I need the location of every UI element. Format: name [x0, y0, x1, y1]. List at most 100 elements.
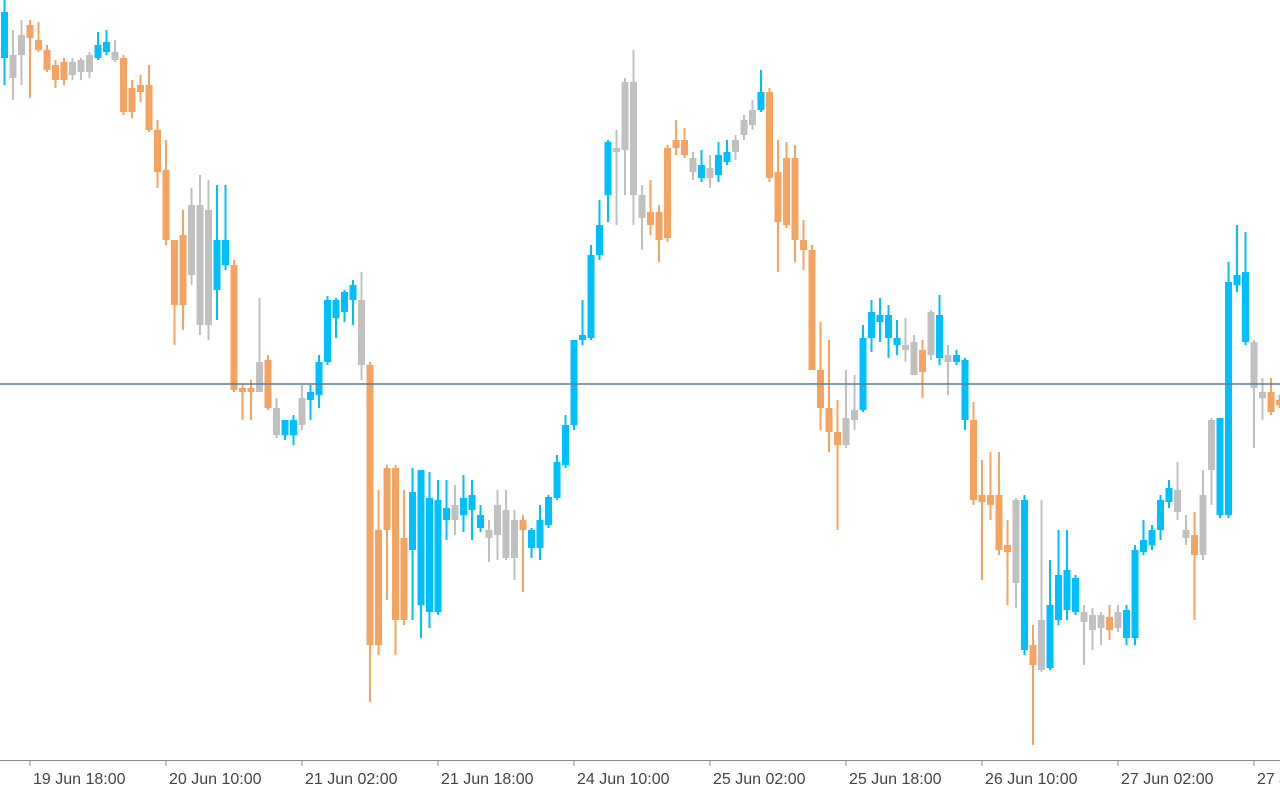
candle-body [162, 170, 170, 240]
candle-body [256, 362, 263, 392]
x-tick-label: 19 Jun 18:00 [33, 771, 126, 788]
candle-body [77, 60, 85, 72]
candle-body [732, 140, 739, 152]
candle-body [1199, 495, 1207, 555]
candle-body [519, 520, 527, 530]
candle-body [638, 195, 646, 218]
candle-body [783, 158, 790, 225]
candle-body [876, 315, 884, 322]
candle-body [698, 165, 705, 178]
candle-body [621, 82, 629, 150]
candle-body [1, 12, 8, 58]
candle-body [1012, 500, 1020, 583]
x-tick-label: 26 Jun 10:00 [985, 771, 1078, 788]
candle-body [485, 530, 493, 538]
x-tick-label: 21 Jun 02:00 [305, 771, 398, 788]
candle-body [1267, 392, 1275, 412]
candle-body [553, 462, 561, 498]
x-tick-label: 20 Jun 10:00 [169, 771, 262, 788]
candle-body [26, 25, 34, 38]
candle-body [1242, 272, 1249, 342]
candle-body [307, 392, 314, 400]
candle-body [647, 212, 654, 225]
candle-body [128, 88, 136, 112]
candle-body [587, 255, 595, 338]
candle-body [706, 168, 714, 178]
candle-body [800, 240, 807, 250]
candle-body [60, 62, 68, 80]
candle-body [1021, 500, 1028, 650]
candle-body [103, 42, 110, 52]
candle-body [443, 508, 450, 520]
candle-body [451, 505, 459, 520]
candle-body [851, 410, 858, 420]
candle-body [400, 538, 408, 620]
candle-body [774, 172, 782, 222]
candle-body [655, 212, 663, 240]
candle-body [613, 148, 620, 152]
candle-body [154, 130, 161, 172]
candle-body [545, 497, 552, 525]
candle-body [52, 65, 59, 80]
candle-body [239, 388, 246, 392]
candle-body [358, 300, 365, 365]
candle-body [1250, 342, 1258, 388]
candle-body [1038, 620, 1045, 670]
x-tick-label: 25 Jun 18:00 [849, 771, 942, 788]
candle-body [111, 52, 119, 60]
candle-body [715, 155, 722, 175]
candle-body [18, 35, 25, 55]
candle-body [137, 85, 144, 92]
candle-body [910, 342, 918, 375]
candle-body [902, 345, 909, 350]
candle-body [1157, 500, 1164, 530]
candle-body [196, 205, 204, 325]
candle-body [1097, 615, 1105, 628]
candle-body [298, 398, 306, 425]
candle-body [630, 82, 637, 195]
candle-body [528, 530, 535, 548]
candle-body [868, 312, 875, 338]
candle-body [604, 142, 612, 195]
candle-body [434, 500, 442, 612]
candle-body [842, 418, 850, 445]
candle-body [817, 370, 824, 408]
candle-body [672, 140, 680, 148]
candle-body [944, 355, 952, 362]
candle-body [1276, 400, 1280, 405]
candle-body [740, 120, 748, 135]
candle-body [1208, 420, 1215, 470]
candle-body [477, 515, 484, 528]
candle-body [1029, 645, 1037, 665]
candle-body [366, 365, 374, 645]
candle-body [681, 140, 688, 155]
candle-body [766, 92, 773, 178]
candle-body [825, 408, 833, 432]
candle-body [502, 510, 510, 558]
candle-body [970, 420, 977, 500]
candle-body [145, 85, 153, 130]
candle-body [919, 350, 926, 372]
candle-body [281, 420, 289, 435]
x-tick-label: 25 Jun 02:00 [713, 771, 806, 788]
candle-body [579, 335, 586, 340]
candle-body [1131, 550, 1139, 638]
candle-body [1233, 275, 1241, 285]
candle-body [791, 158, 799, 240]
candle-body [120, 58, 127, 112]
candle-body [808, 250, 816, 370]
candle-body [961, 360, 969, 420]
candle-body [1216, 418, 1224, 515]
candle-body [290, 420, 297, 435]
candle-body [468, 495, 476, 510]
candle-body [936, 315, 943, 358]
candle-body [1140, 540, 1147, 552]
candle-body [94, 45, 102, 58]
candle-body [1165, 488, 1173, 502]
candle-body [987, 495, 994, 505]
candle-body [375, 530, 382, 645]
candle-body [1004, 545, 1011, 552]
x-tick-label: 27 Jun 18:00 [1257, 771, 1280, 788]
